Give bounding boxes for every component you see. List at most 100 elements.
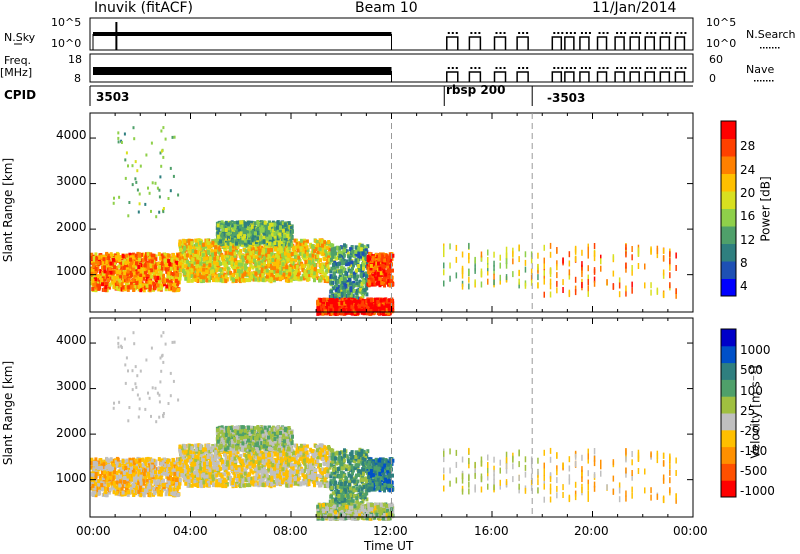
power-scatter-cell	[99, 255, 103, 260]
power-scatter-cell	[302, 247, 306, 252]
power-scatter-cell	[208, 263, 212, 268]
power-scatter-cell	[264, 248, 268, 253]
velocity-scatter-cell	[288, 477, 292, 482]
velocity-scatter-cell	[159, 475, 163, 480]
velocity-scatter-cell	[157, 484, 161, 489]
power-scatter-cell	[165, 263, 169, 268]
velocity-scatter-cell	[186, 475, 190, 480]
velocity-scatter-cell	[199, 482, 202, 487]
velocity-scatter-cell	[211, 477, 215, 482]
velocity-scatter-cell	[315, 476, 319, 481]
power-scatter-cell	[196, 250, 200, 255]
power-scatter-cell	[305, 239, 309, 244]
power-scatter-cell	[277, 266, 281, 271]
velocity-scatter-cell	[287, 479, 291, 484]
power-scatter-cell	[181, 250, 185, 255]
velocity-scatter-cell	[125, 458, 129, 463]
power-scatter-cell	[165, 269, 169, 274]
velocity-scatter-cell	[132, 493, 136, 497]
velocity-scatter-cell	[143, 490, 147, 495]
velocity-scatter-cell	[201, 458, 205, 463]
power-scatter-cell	[295, 264, 299, 269]
power-scatter-cell	[296, 272, 300, 277]
velocity-scatter-cell	[153, 491, 157, 496]
velocity-scatter-cell	[302, 445, 306, 450]
velocity-scatter-cell	[103, 474, 107, 479]
velocity-scatter-cell	[323, 468, 327, 473]
power-scatter-cell	[103, 260, 107, 265]
power-scatter-cell	[254, 271, 258, 276]
velocity-scatter-cell	[292, 457, 296, 462]
power-scatter-cell	[143, 270, 147, 275]
power-scatter-cell	[290, 252, 294, 256]
velocity-scatter-cell	[173, 471, 177, 476]
power-scatter-cell	[205, 271, 209, 276]
power-scatter-cell	[100, 265, 104, 270]
velocity-scatter-cell	[247, 450, 251, 455]
power-scatter-cell	[100, 278, 104, 283]
power-scatter-cell	[245, 278, 249, 283]
power-scatter-cell	[154, 265, 157, 270]
power-scatter-cell	[107, 260, 111, 265]
power-scatter-cell	[297, 255, 301, 260]
power-scatter-cell	[139, 273, 143, 277]
velocity-scatter-cell	[144, 460, 148, 465]
velocity-scatter-cell	[210, 453, 214, 458]
power-scatter-cell	[317, 259, 320, 264]
power-scatter-cell	[186, 270, 190, 275]
velocity-scatter-cell	[179, 466, 183, 471]
velocity-scatter-cell	[260, 472, 264, 477]
power-scatter-cell	[189, 271, 192, 276]
power-scatter-cell	[252, 272, 256, 277]
velocity-scatter-cell	[109, 475, 113, 480]
velocity-scatter-cell	[121, 484, 125, 489]
velocity-scatter-cell	[120, 468, 124, 473]
velocity-scatter-cell	[298, 456, 302, 461]
power-scatter-cell	[172, 282, 176, 287]
power-scatter-cell	[224, 279, 228, 284]
power-scatter-cell	[307, 270, 311, 274]
velocity-scatter-cell	[118, 463, 122, 468]
power-scatter-cell	[128, 270, 132, 275]
velocity-scatter-cell	[222, 460, 226, 465]
power-scatter-cell	[119, 261, 123, 266]
power-scatter-cell	[248, 267, 251, 272]
velocity-scatter-cell	[211, 474, 215, 479]
velocity-scatter-cell	[154, 470, 157, 475]
velocity-scatter-cell	[100, 483, 104, 488]
power-scatter-cell	[316, 250, 320, 255]
power-scatter-cell	[280, 275, 284, 280]
velocity-scatter-cell	[323, 470, 327, 475]
power-scatter-cell	[261, 273, 265, 278]
power-scatter-cell	[112, 275, 116, 280]
power-scatter-cell	[324, 249, 328, 254]
power-scatter-cell	[223, 272, 227, 277]
velocity-scatter-cell	[224, 470, 228, 475]
power-scatter-cell	[285, 265, 289, 270]
velocity-scatter-cell	[288, 472, 292, 476]
power-scatter-cell	[117, 264, 121, 269]
power-scatter-cell	[190, 261, 194, 266]
velocity-scatter-cell	[262, 461, 266, 466]
power-scatter-cell	[281, 247, 285, 251]
power-scatter-cell	[211, 269, 215, 274]
velocity-scatter-cell	[323, 484, 327, 488]
power-scatter-cell	[283, 251, 287, 256]
velocity-scatter-cell	[169, 467, 173, 472]
velocity-scatter-cell	[162, 485, 166, 490]
velocity-scatter-cell	[127, 482, 131, 487]
power-scatter-cell	[125, 281, 129, 286]
velocity-scatter-cell	[328, 457, 332, 462]
power-scatter-cell	[257, 264, 261, 269]
velocity-scatter-cell	[199, 466, 203, 471]
power-scatter-cell	[183, 264, 187, 269]
power-scatter-cell	[108, 282, 112, 287]
velocity-scatter-cell	[158, 469, 161, 474]
velocity-scatter-cell	[160, 466, 164, 471]
power-scatter-cell	[270, 252, 274, 257]
power-scatter-cell	[139, 269, 143, 274]
power-scatter-cell	[114, 259, 117, 263]
power-scatter-cell	[149, 262, 153, 267]
power-scatter-cell	[303, 269, 307, 274]
velocity-scatter-cell	[96, 460, 100, 465]
